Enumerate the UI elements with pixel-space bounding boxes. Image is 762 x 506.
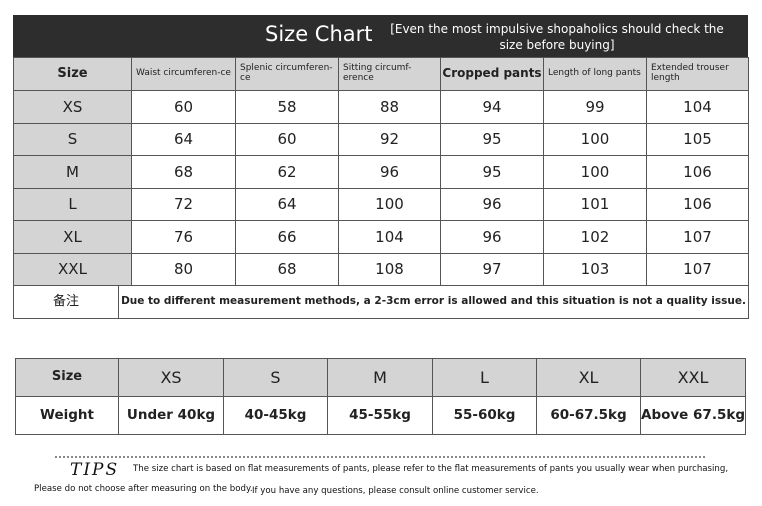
measure-cell: 95 [440, 155, 544, 189]
measure-cell: 96 [338, 155, 441, 189]
measure-cell: 80 [131, 253, 236, 286]
measure-cell: 60 [235, 123, 339, 156]
note-label: 备注 [13, 285, 119, 319]
measure-cell: 100 [543, 155, 647, 189]
measure-cell: 60 [131, 90, 236, 124]
measure-cell: 64 [235, 188, 339, 221]
measure-cell: 94 [440, 90, 544, 124]
column-header: M [327, 358, 433, 397]
weight-cell: 40-45kg [223, 396, 328, 435]
measure-cell: 99 [543, 90, 647, 124]
measure-cell: 95 [440, 123, 544, 156]
column-header: Sitting circumf-erence [338, 57, 441, 91]
column-header: Size [15, 358, 119, 397]
measure-cell: 106 [646, 188, 749, 221]
tips-text: Please do not choose after measuring on … [34, 484, 253, 494]
weight-cell: Under 40kg [118, 396, 224, 435]
measure-cell: 62 [235, 155, 339, 189]
measure-cell: 96 [440, 220, 544, 254]
measure-cell: 108 [338, 253, 441, 286]
tips-text: The size chart is based on flat measurem… [133, 464, 729, 474]
column-header: Length of long pants [543, 57, 647, 91]
column-header: L [432, 358, 537, 397]
measure-cell: 103 [543, 253, 647, 286]
measure-cell: 107 [646, 253, 749, 286]
column-header: XS [118, 358, 224, 397]
measure-cell: 66 [235, 220, 339, 254]
column-header: S [223, 358, 328, 397]
measure-cell: 64 [131, 123, 236, 156]
size-label: S [13, 123, 132, 156]
title: Size Chart [265, 22, 373, 46]
measure-cell: 107 [646, 220, 749, 254]
size-label: M [13, 155, 132, 189]
title-bar [13, 15, 748, 57]
subtitle: [Even the most impulsive shopaholics sho… [390, 22, 724, 52]
column-header: XXL [640, 358, 746, 397]
measure-cell: 102 [543, 220, 647, 254]
column-header: Size [13, 57, 132, 91]
note: Due to different measurement methods, a … [118, 285, 749, 319]
column-header: XL [536, 358, 641, 397]
measure-cell: 97 [440, 253, 544, 286]
size-label: XS [13, 90, 132, 124]
measure-cell: 100 [543, 123, 647, 156]
divider [55, 456, 705, 458]
weight-cell: 55-60kg [432, 396, 537, 435]
measure-cell: 96 [440, 188, 544, 221]
measure-cell: 101 [543, 188, 647, 221]
size-label: XXL [13, 253, 132, 286]
measure-cell: 68 [131, 155, 236, 189]
measure-cell: 88 [338, 90, 441, 124]
measure-cell: 72 [131, 188, 236, 221]
column-header: Waist circumferen-ce [131, 57, 236, 91]
weight-cell: 60-67.5kg [536, 396, 641, 435]
measure-cell: 92 [338, 123, 441, 156]
column-header: Splenic circumferen-ce [235, 57, 339, 91]
weight-cell: 45-55kg [327, 396, 433, 435]
column-header: Cropped pants [440, 57, 544, 91]
tips-label: TIPS [70, 460, 120, 480]
weight-cell: Above 67.5kg [640, 396, 746, 435]
measure-cell: 76 [131, 220, 236, 254]
measure-cell: 100 [338, 188, 441, 221]
measure-cell: 58 [235, 90, 339, 124]
measure-cell: 104 [646, 90, 749, 124]
measure-cell: 105 [646, 123, 749, 156]
column-header: Extended trouser length [646, 57, 749, 91]
tips-text: If you have any questions, please consul… [252, 486, 539, 496]
size-label: L [13, 188, 132, 221]
measure-cell: 68 [235, 253, 339, 286]
measure-cell: 104 [338, 220, 441, 254]
size-label: XL [13, 220, 132, 254]
measure-cell: 106 [646, 155, 749, 189]
row-label: Weight [15, 396, 119, 435]
